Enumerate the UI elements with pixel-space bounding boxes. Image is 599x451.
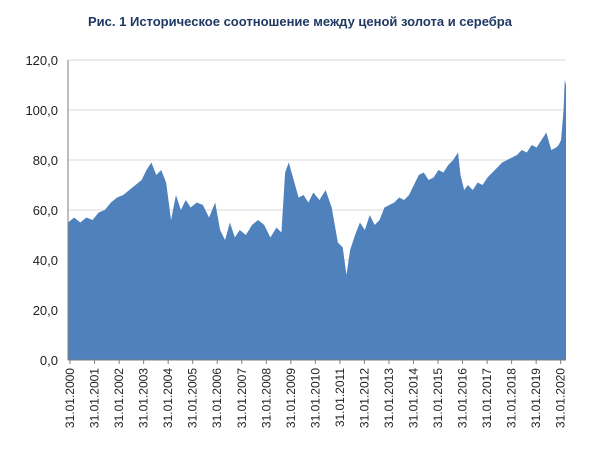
y-tick-label: 0,0 (40, 353, 58, 368)
x-tick-label: 31.01.2012 (357, 368, 371, 428)
x-tick-label: 31.01.2017 (480, 368, 494, 428)
x-tick-label: 31.01.2018 (505, 368, 519, 428)
gold-silver-ratio-area (68, 80, 566, 360)
x-tick-label: 31.01.2015 (431, 368, 445, 428)
plot-area (68, 80, 566, 360)
x-tick-label: 31.01.2009 (284, 368, 298, 428)
y-tick-label: 40,0 (33, 253, 58, 268)
x-tick-label: 31.01.2020 (554, 368, 568, 428)
x-tick-label: 31.01.2010 (308, 368, 322, 428)
x-tick-label: 31.01.2008 (259, 368, 273, 428)
x-tick-label: 31.01.2005 (186, 368, 200, 428)
x-tick-label: 31.01.2016 (456, 368, 470, 428)
x-tick-label: 31.01.2019 (529, 368, 543, 428)
x-tick-label: 31.01.2013 (382, 368, 396, 428)
y-tick-label: 20,0 (33, 303, 58, 318)
axes (67, 60, 566, 361)
chart-title: Рис. 1 Историческое соотношение между це… (88, 14, 513, 29)
y-axis-ticks: 0,0 20,0 40,0 60,0 80,0 100,0 120,0 (25, 53, 58, 368)
x-tick-label: 31.01.2001 (88, 368, 102, 428)
x-tick-label: 31.01.2000 (63, 368, 77, 428)
x-tick-label: 31.01.2006 (210, 368, 224, 428)
x-tick-label: 31.01.2007 (235, 368, 249, 428)
y-tick-label: 100,0 (25, 103, 58, 118)
x-tick-label: 31.01.2011 (333, 368, 347, 427)
x-tick-label: 31.01.2014 (406, 368, 420, 428)
y-tick-label: 80,0 (33, 153, 58, 168)
y-tick-label: 120,0 (25, 53, 58, 68)
x-tick-label: 31.01.2002 (112, 368, 126, 428)
y-tick-label: 60,0 (33, 203, 58, 218)
x-axis-ticks: 31.01.2000 31.01.2001 31.01.2002 31.01.2003… (63, 360, 568, 428)
x-tick-label: 31.01.2003 (137, 368, 151, 428)
x-tick-label: 31.01.2004 (161, 368, 175, 428)
